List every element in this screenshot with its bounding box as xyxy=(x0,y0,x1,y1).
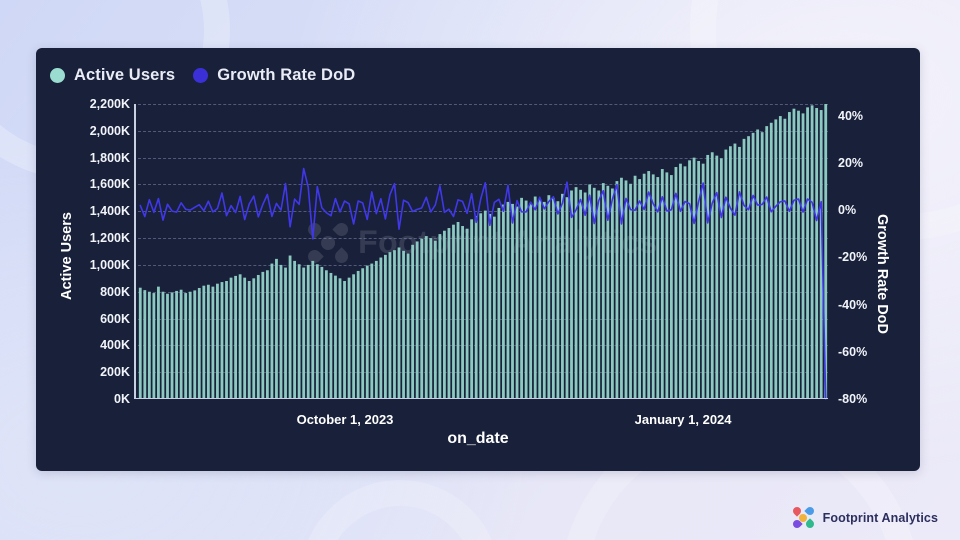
chart-legend: Active Users Growth Rate DoD xyxy=(50,62,355,88)
y-tick-label-left: 0K xyxy=(114,392,130,406)
gridline xyxy=(138,372,828,374)
y-tick-label-right: -60% xyxy=(838,344,868,359)
legend-dot-icon-growth-rate xyxy=(193,67,209,83)
legend-label-active-users: Active Users xyxy=(74,65,176,84)
gridline xyxy=(138,130,828,132)
y-tick-label-left: 1,000K xyxy=(89,257,130,272)
y-tick-label-right: -20% xyxy=(838,250,868,265)
footprint-analytics-logo-icon xyxy=(791,505,816,530)
y-tick-label-left: 2,000K xyxy=(89,123,130,138)
legend-item-active-users[interactable]: Active Users xyxy=(50,66,175,85)
y-tick-label-left: 600K xyxy=(100,311,130,326)
background-decoration-4 xyxy=(300,480,500,540)
gridline xyxy=(138,211,828,213)
footer-brand: Footprint Analytics xyxy=(791,505,938,530)
y-tick-label-left: 800K xyxy=(100,284,130,299)
y-tick-label-left: 200K xyxy=(100,365,130,380)
gridline xyxy=(138,291,828,293)
y-tick-label-left: 1,600K xyxy=(89,177,130,192)
y-tick-label-right: 40% xyxy=(838,108,864,123)
y-axis-title-right: Growth Rate DoD xyxy=(874,213,890,335)
gridline xyxy=(138,318,828,320)
gridline xyxy=(138,157,828,159)
gridline xyxy=(138,264,828,266)
y-axis-title-left: Active Users xyxy=(59,212,75,300)
gridline xyxy=(138,184,828,186)
chart-card: Active Users Growth Rate DoD Active User… xyxy=(36,48,920,471)
y-axis-line xyxy=(134,104,136,399)
gridline xyxy=(138,104,828,105)
x-tick-label: October 1, 2023 xyxy=(296,412,394,427)
y-tick-label-left: 1,800K xyxy=(89,150,130,165)
gridline xyxy=(138,238,828,240)
legend-dot-icon-active-users xyxy=(50,67,65,83)
y-tick-label-left: 1,200K xyxy=(89,231,130,246)
x-axis-line xyxy=(134,397,828,399)
plot-area: Footprint Analytics 0K 200K 400K 600K 800K 1,… xyxy=(90,97,868,427)
line-series-growth-rate xyxy=(139,167,827,400)
bar-series-active-users xyxy=(138,104,828,400)
footer-brand-label: Footprint Analytics xyxy=(822,510,938,525)
y-tick-label-right: -80% xyxy=(838,392,868,406)
y-tick-label-left: 1,400K xyxy=(89,204,130,219)
legend-label-growth-rate: Growth Rate DoD xyxy=(217,65,356,84)
y-tick-label-left: 400K xyxy=(100,338,130,353)
y-tick-label-right: 20% xyxy=(838,156,864,170)
y-tick-label-right: 0% xyxy=(838,203,857,218)
x-axis-title: on_date xyxy=(447,430,509,447)
y-tick-label-left: 2,200K xyxy=(89,97,130,111)
y-tick-label-right: -40% xyxy=(838,297,868,312)
gridline xyxy=(138,345,828,347)
x-tick-label: January 1, 2024 xyxy=(634,412,732,427)
legend-item-growth-rate[interactable]: Growth Rate DoD xyxy=(193,66,355,85)
